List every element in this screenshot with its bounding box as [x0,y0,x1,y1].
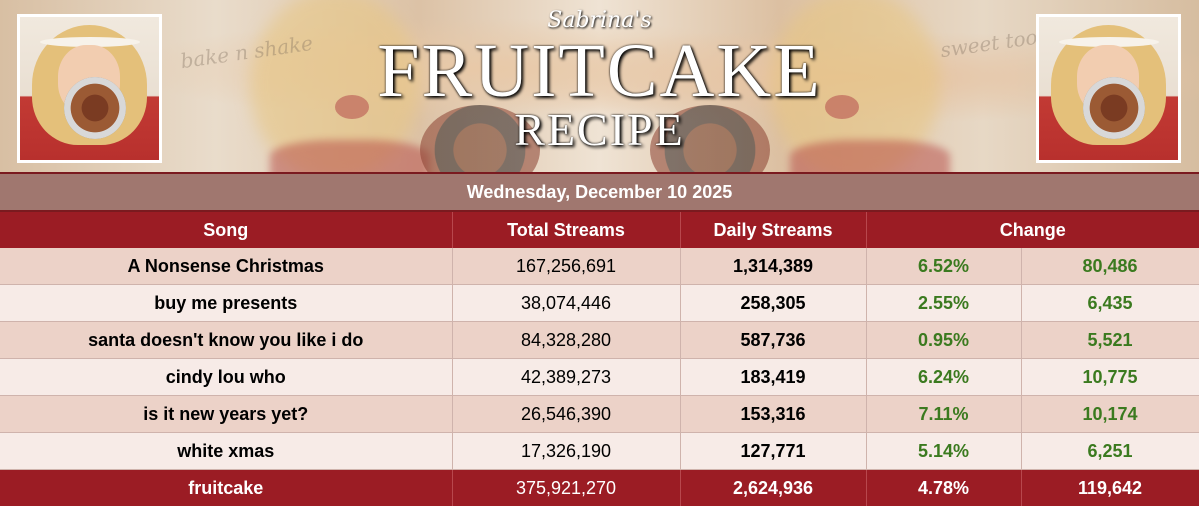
song-name: buy me presents [0,285,452,322]
table-row: santa doesn't know you like i do 84,328,… [0,322,1199,359]
daily-streams: 183,419 [680,359,866,396]
song-name: white xmas [0,433,452,470]
change-delta: 6,435 [1021,285,1199,322]
change-percent: 0.95% [866,322,1021,359]
banner-title-sub: RECIPE [0,108,1199,152]
total-change-delta: 119,642 [1021,470,1199,506]
total-total-streams: 375,921,270 [452,470,680,506]
change-percent: 7.11% [866,396,1021,433]
total-streams: 38,074,446 [452,285,680,322]
table-row: A Nonsense Christmas 167,256,691 1,314,3… [0,248,1199,285]
header-total-streams: Total Streams [452,212,680,248]
header-banner: bake n shake sweet tooth Sabrina's FRUIT… [0,0,1199,172]
song-name: santa doesn't know you like i do [0,322,452,359]
change-delta: 80,486 [1021,248,1199,285]
change-delta: 6,251 [1021,433,1199,470]
streams-table: Song Total Streams Daily Streams Change … [0,212,1199,506]
change-percent: 6.52% [866,248,1021,285]
total-streams: 42,389,273 [452,359,680,396]
daily-streams: 1,314,389 [680,248,866,285]
daily-streams: 127,771 [680,433,866,470]
change-percent: 5.14% [866,433,1021,470]
header-change: Change [866,212,1199,248]
total-streams: 17,326,190 [452,433,680,470]
table-row: buy me presents 38,074,446 258,305 2.55%… [0,285,1199,322]
header-daily-streams: Daily Streams [680,212,866,248]
table-header-row: Song Total Streams Daily Streams Change [0,212,1199,248]
song-name: is it new years yet? [0,396,452,433]
total-streams: 84,328,280 [452,322,680,359]
song-name: A Nonsense Christmas [0,248,452,285]
change-percent: 2.55% [866,285,1021,322]
total-streams: 26,546,390 [452,396,680,433]
table-row: is it new years yet? 26,546,390 153,316 … [0,396,1199,433]
change-delta: 10,775 [1021,359,1199,396]
banner-title-main: FRUITCAKE [0,34,1199,108]
change-delta: 10,174 [1021,396,1199,433]
daily-streams: 153,316 [680,396,866,433]
song-name: cindy lou who [0,359,452,396]
total-daily-streams: 2,624,936 [680,470,866,506]
total-streams: 167,256,691 [452,248,680,285]
change-delta: 5,521 [1021,322,1199,359]
total-change-percent: 4.78% [866,470,1021,506]
daily-streams: 258,305 [680,285,866,322]
total-row: fruitcake 375,921,270 2,624,936 4.78% 11… [0,470,1199,506]
table-row: white xmas 17,326,190 127,771 5.14% 6,25… [0,433,1199,470]
table-row: cindy lou who 42,389,273 183,419 6.24% 1… [0,359,1199,396]
date-bar: Wednesday, December 10 2025 [0,172,1199,212]
banner-title: Sabrina's FRUITCAKE RECIPE [0,8,1199,152]
total-song-name: fruitcake [0,470,452,506]
header-song: Song [0,212,452,248]
daily-streams: 587,736 [680,322,866,359]
change-percent: 6.24% [866,359,1021,396]
